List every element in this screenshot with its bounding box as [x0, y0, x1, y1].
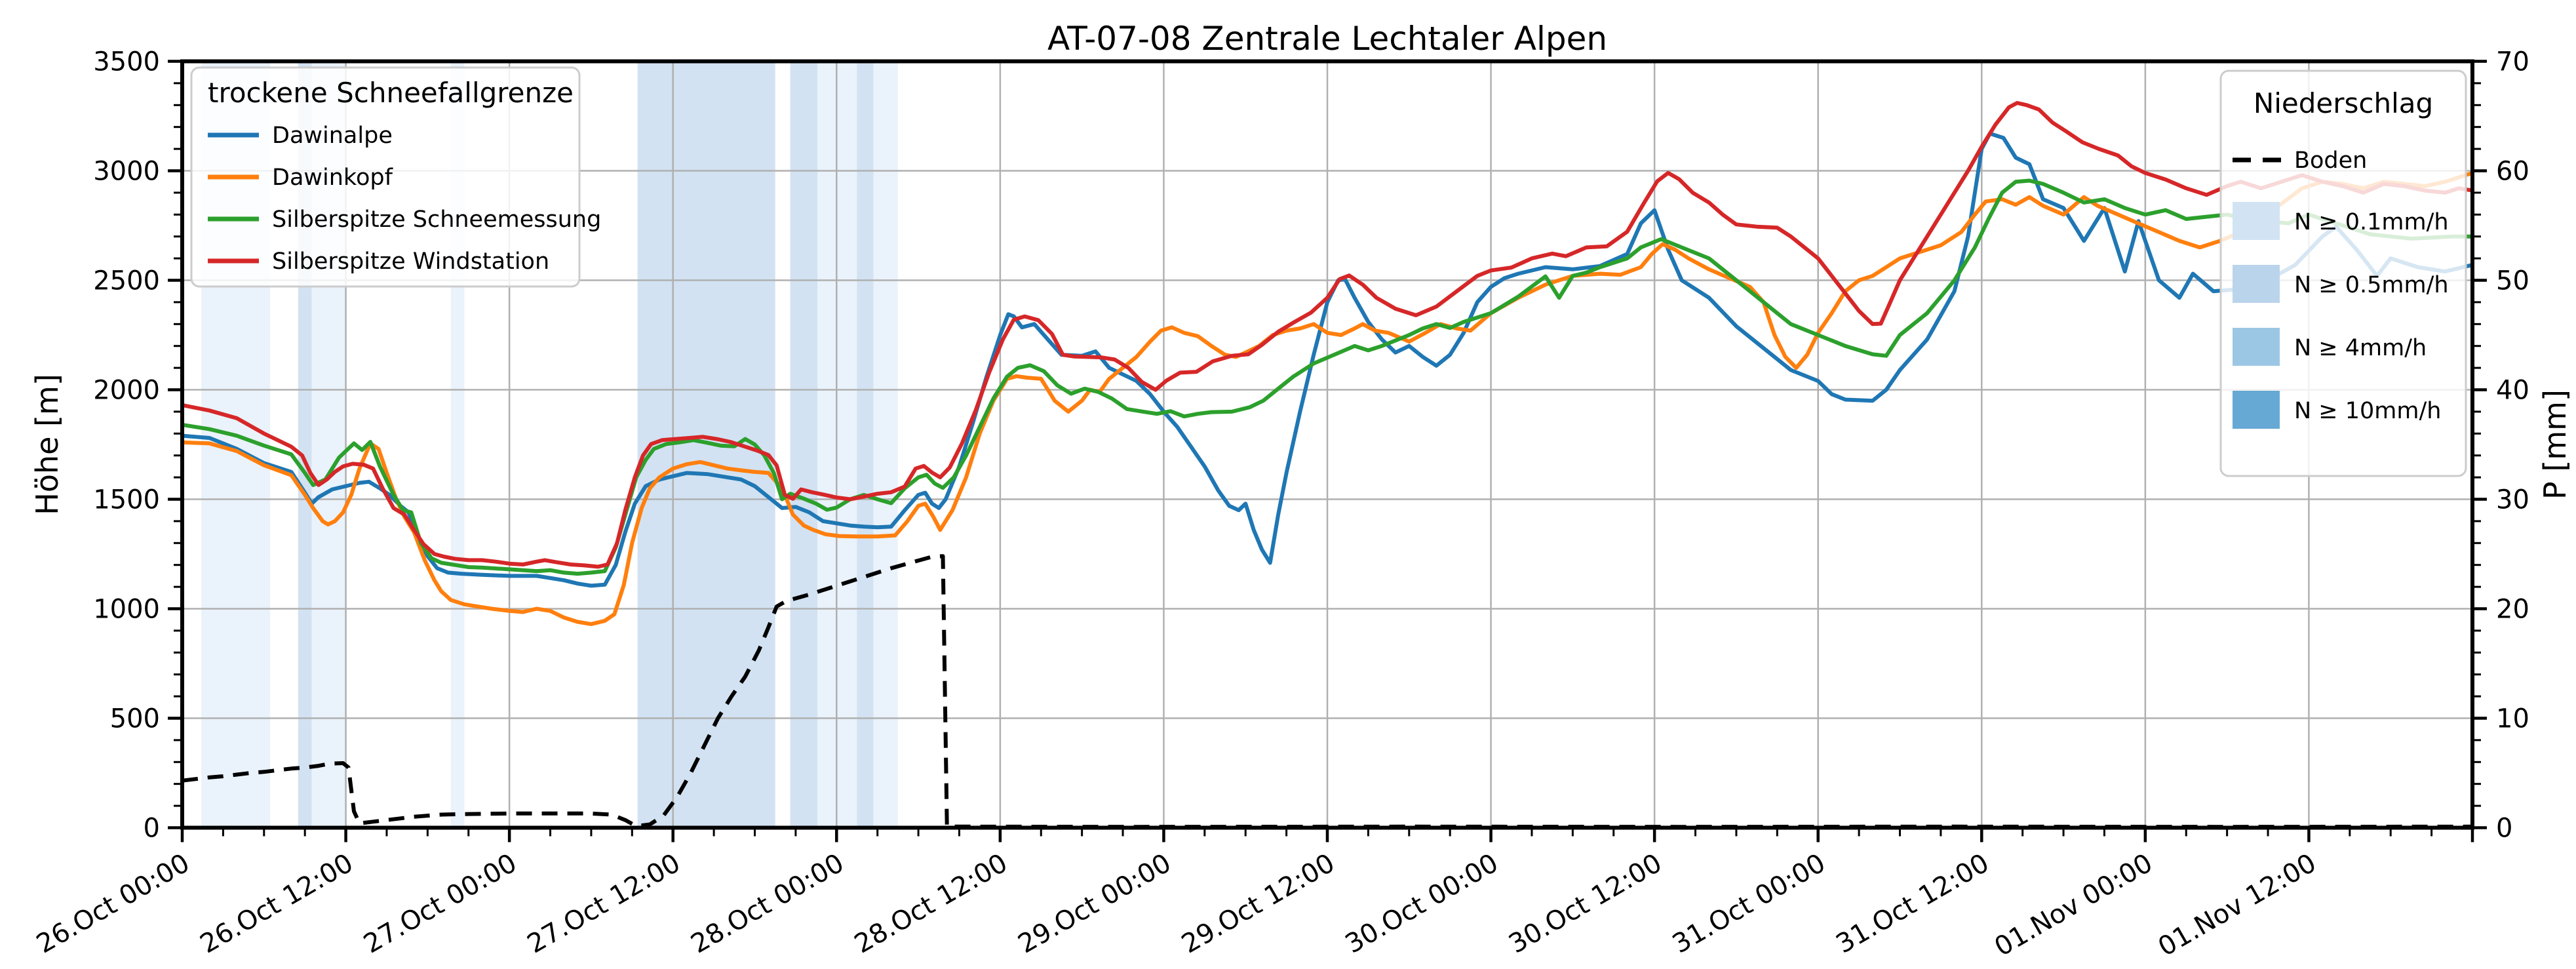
legend-item-label: Silberspitze Schneemessung — [272, 207, 601, 233]
y-right-tick-label: 0 — [2496, 814, 2512, 844]
legend-patch-swatch — [2233, 391, 2280, 429]
legend-item-label: Silberspitze Windstation — [272, 248, 549, 275]
x-tick-label: 27.Oct 00:00 — [359, 848, 522, 959]
y-left-tick-label: 3500 — [93, 47, 160, 77]
x-tick-label: 29.Oct 12:00 — [1177, 848, 1340, 959]
chart-title: AT-07-08 Zentrale Lechtaler Alpen — [1047, 20, 1607, 58]
x-tick-label: 30.Oct 00:00 — [1340, 848, 1504, 959]
y-left-tick-label: 0 — [144, 814, 160, 844]
legend-snowfall-lines: trockene Schneefallgrenze Dawinalpe Dawink… — [190, 66, 601, 288]
series-line-dawinkopf — [180, 170, 2474, 626]
precip-band-n0.5 — [857, 61, 874, 828]
x-tick-label: 30.Oct 12:00 — [1504, 848, 1667, 959]
y-right-tick-label: 30 — [2496, 485, 2529, 515]
x-tick-label: 31.Oct 00:00 — [1668, 848, 1831, 959]
y-left-tick-label: 2500 — [93, 266, 160, 296]
x-tick-label: 26.Oct 12:00 — [195, 848, 359, 959]
y-left-tick-label: 1000 — [93, 595, 160, 625]
legend-item-label-boden: Boden — [2294, 148, 2367, 174]
y-left-tick-label: 1500 — [93, 485, 160, 515]
x-tick-label: 28.Oct 00:00 — [686, 848, 849, 959]
y-right-tick-label: 40 — [2496, 376, 2529, 406]
legend-patch-swatch — [2233, 202, 2280, 240]
y-left-axis-label: Höhe [m] — [29, 374, 65, 515]
legend-patch-swatch — [2233, 265, 2280, 303]
x-tick-label: 01.Nov 00:00 — [1989, 848, 2158, 962]
series-lines — [180, 101, 2474, 829]
legend-precipitation: Niederschlag Boden N ≥ 0.1mm/h N ≥ 0.5mm/h N… — [2219, 69, 2467, 477]
y-right-tick-label: 50 — [2496, 266, 2529, 296]
x-tick-label: 01.Nov 12:00 — [2153, 848, 2322, 962]
legend-item-label: N ≥ 4mm/h — [2294, 335, 2427, 361]
precip-band-n0.1 — [873, 61, 898, 828]
x-tick-label: 26.Oct 00:00 — [31, 848, 195, 959]
series-line-silberspitze-windstation — [180, 101, 2474, 569]
legend-title-precip: Niederschlag — [2254, 87, 2433, 119]
x-tick-label: 28.Oct 12:00 — [849, 848, 1013, 959]
y-left-tick-label: 500 — [110, 704, 160, 734]
y-right-tick-label: 10 — [2496, 704, 2529, 734]
legend-box — [2219, 69, 2467, 477]
y-right-tick-label: 20 — [2496, 595, 2529, 625]
legend-patch-swatch — [2233, 328, 2280, 366]
y-right-tick-label: 70 — [2496, 47, 2529, 77]
y-right-axis-label: P [mm] — [2537, 389, 2573, 500]
series-line-silberspitze-schneemessung — [180, 178, 2474, 576]
legend-title-snowfall: trockene Schneefallgrenze — [208, 77, 574, 109]
precip-band-n0.5 — [790, 61, 818, 828]
legend-item-label: N ≥ 0.1mm/h — [2294, 209, 2449, 235]
y-right-tick-label: 60 — [2496, 157, 2529, 187]
legend-item-label: N ≥ 10mm/h — [2294, 398, 2441, 424]
y-left-tick-label: 2000 — [93, 376, 160, 406]
y-left-tick-label: 3000 — [93, 157, 160, 187]
legend-box — [190, 66, 581, 288]
x-tick-label: 29.Oct 00:00 — [1013, 848, 1177, 959]
legend-item-label: Dawinalpe — [272, 123, 393, 149]
legend-item-label: Dawinkopf — [272, 165, 393, 191]
legend-item-label: N ≥ 0.5mm/h — [2294, 272, 2449, 298]
x-tick-label: 31.Oct 12:00 — [1831, 848, 1994, 959]
x-tick-label: 27.Oct 12:00 — [522, 848, 686, 959]
series-line-boden — [182, 554, 2473, 829]
